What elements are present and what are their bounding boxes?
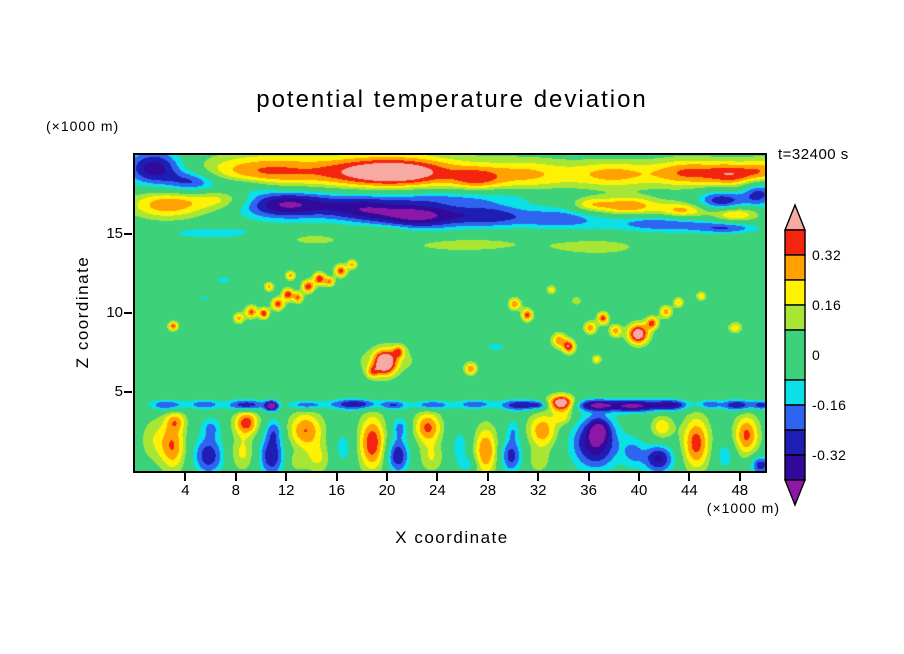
colorbar-tick-label-0.32: 0.32 <box>812 247 842 263</box>
x-tick-mark <box>234 473 237 481</box>
x-tick-label-12: 12 <box>277 482 295 499</box>
x-tick-mark <box>285 473 288 481</box>
y-tick-mark <box>124 233 132 235</box>
colorbar-segment-2 <box>784 279 806 306</box>
x-tick-mark <box>587 473 590 481</box>
x-axis-units-label: (×1000 m) <box>706 500 780 516</box>
time-annotation: t=32400 s <box>778 146 849 163</box>
x-axis-title: X coordinate <box>395 528 509 547</box>
colorbar-segment-3 <box>784 304 806 331</box>
x-tick-label-24: 24 <box>429 482 446 499</box>
x-tick-label-36: 36 <box>580 482 597 499</box>
x-tick-label-48: 48 <box>731 482 749 499</box>
colorbar-tick-label--0.16: -0.16 <box>812 397 847 413</box>
x-tick-label-40: 40 <box>630 482 648 499</box>
x-tick-mark <box>738 473 741 481</box>
colorbar-segment-6 <box>784 404 806 431</box>
z-axis-units-label: (×1000 m) <box>46 118 120 134</box>
x-tick-label-28: 28 <box>479 482 497 499</box>
x-tick-mark <box>184 473 187 481</box>
colorbar-segment-1 <box>784 254 806 281</box>
y-tick-mark <box>124 312 132 314</box>
y-tick-mark <box>124 391 132 393</box>
colorbar-segment-8 <box>784 454 806 481</box>
colorbar-tick-label-0: 0 <box>812 347 821 363</box>
colorbar <box>783 203 807 507</box>
x-tick-label-20: 20 <box>378 482 396 499</box>
x-tick-mark <box>486 473 489 481</box>
x-tick-mark <box>335 473 338 481</box>
x-tick-label-4: 4 <box>181 482 190 499</box>
y-tick-label-15: 15 <box>106 225 123 242</box>
x-tick-label-44: 44 <box>681 482 698 499</box>
x-tick-mark <box>436 473 439 481</box>
x-tick-mark <box>386 473 388 481</box>
x-tick-mark <box>688 473 691 481</box>
x-tick-label-8: 8 <box>231 482 240 499</box>
colorbar-segment-0 <box>784 229 806 256</box>
x-tick-mark <box>537 473 540 481</box>
colorbar-tick-label--0.32: -0.32 <box>812 447 847 463</box>
contour-plot-canvas <box>135 155 765 471</box>
colorbar-arrow-bottom <box>783 479 807 507</box>
y-tick-label-10: 10 <box>106 304 123 321</box>
y-tick-label-5: 5 <box>114 383 123 400</box>
plot-frame <box>133 153 767 473</box>
colorbar-tick-label-0.16: 0.16 <box>812 297 842 313</box>
x-tick-label-32: 32 <box>529 482 547 499</box>
colorbar-segment-4 <box>784 329 806 381</box>
colorbar-arrow-top <box>783 203 807 231</box>
colorbar-segment-5 <box>784 379 806 406</box>
chart-title: potential temperature deviation <box>256 86 648 113</box>
x-tick-mark <box>638 473 640 481</box>
colorbar-segment-7 <box>784 429 806 456</box>
x-tick-label-16: 16 <box>328 482 345 499</box>
